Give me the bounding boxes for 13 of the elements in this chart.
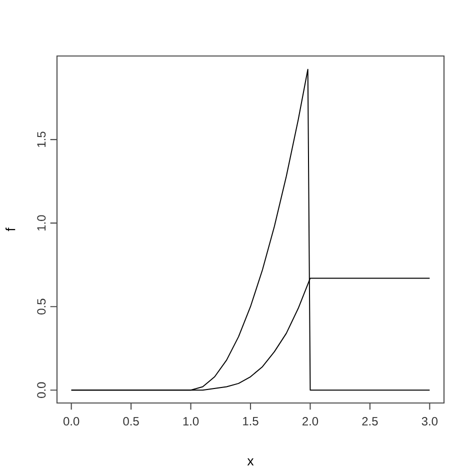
x-tick-label: 3.0 <box>422 417 438 426</box>
y-tick-label: 0.0 <box>37 382 46 398</box>
y-tick-label: 1.0 <box>37 215 46 230</box>
x-tick-label: 1.5 <box>243 417 258 426</box>
y-axis-title: f <box>6 228 16 232</box>
y-tick-label: 1.5 <box>37 132 46 147</box>
x-tick-label: 0.0 <box>63 417 80 426</box>
x-tick-label: 2.5 <box>362 417 378 426</box>
x-tick-label: 2.0 <box>302 417 318 426</box>
x-tick-label: 0.5 <box>123 417 139 426</box>
x-axis-title: x <box>247 458 254 466</box>
y-tick-label: 0.5 <box>37 298 46 314</box>
x-tick-label: 1.0 <box>183 417 199 426</box>
